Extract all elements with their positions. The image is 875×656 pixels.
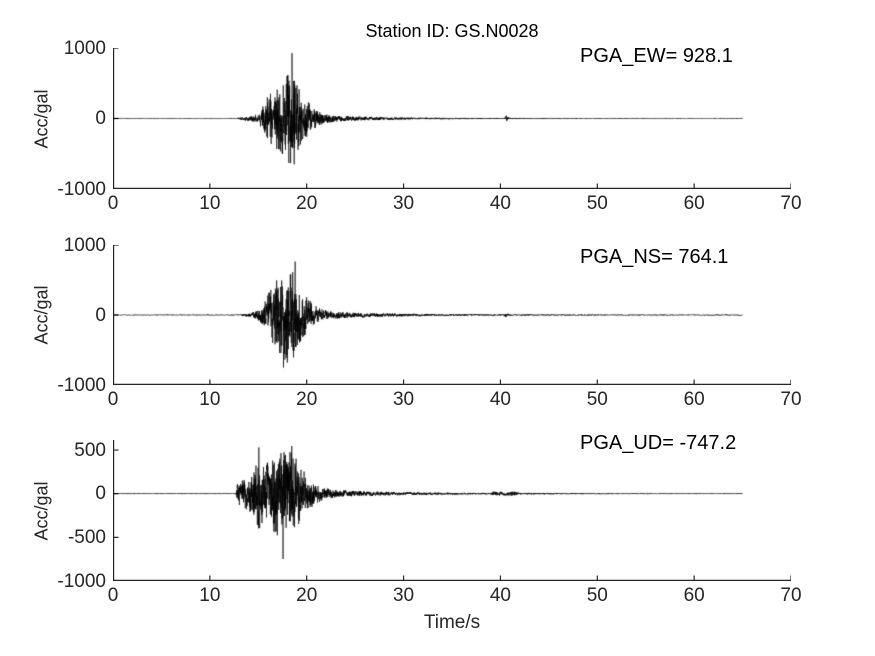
x-tick-label: 70: [780, 389, 802, 410]
y-tick-label: 500: [74, 439, 106, 461]
x-tick-label: 0: [107, 193, 119, 214]
x-tick-label: 40: [489, 389, 511, 410]
y-tick-label: -1000: [57, 570, 106, 592]
x-tick-label: 20: [296, 193, 318, 214]
x-tick-label: 60: [683, 585, 705, 606]
x-tick-label: 40: [489, 193, 511, 214]
figure-title: Station ID: GS.N0028: [365, 21, 539, 41]
y-axis-label-ud: Acc/gal: [31, 480, 52, 541]
y-tick-label: 1000: [63, 234, 106, 256]
y-tick-label: -500: [67, 526, 106, 548]
x-tick-label: 60: [683, 193, 705, 214]
x-tick-label: 0: [107, 389, 119, 410]
y-tick-label: -1000: [57, 178, 106, 200]
y-tick-label: 0: [95, 483, 106, 505]
x-tick-label: 30: [392, 389, 415, 410]
x-tick-label: 70: [780, 585, 802, 606]
x-tick-label: 40: [489, 585, 511, 606]
x-tick-label: 50: [586, 193, 608, 214]
x-tick-label: 60: [683, 389, 705, 410]
x-axis-label: Time/s: [423, 612, 481, 633]
y-tick-label: 1000: [63, 37, 106, 59]
x-tick-label: 0: [107, 585, 119, 606]
x-tick-label: 50: [586, 585, 608, 606]
y-axis-label-ns: Acc/gal: [31, 285, 52, 345]
waveform-ew: [113, 48, 791, 189]
x-tick-label: 30: [392, 193, 415, 214]
y-tick-label: -1000: [57, 374, 106, 396]
waveform-ud: [113, 440, 791, 581]
x-tick-label: 20: [296, 389, 318, 410]
waveform-ns: [113, 245, 791, 385]
y-axis-label-ew: Acc/gal: [31, 88, 52, 149]
x-tick-label: 10: [199, 193, 221, 214]
x-tick-label: 20: [296, 585, 318, 606]
x-tick-label: 10: [199, 585, 221, 606]
x-tick-label: 10: [199, 389, 221, 410]
y-tick-label: 0: [95, 304, 106, 326]
y-tick-label: 0: [95, 108, 106, 129]
x-tick-label: 50: [586, 389, 608, 410]
x-tick-label: 70: [780, 193, 802, 214]
x-tick-label: 30: [392, 585, 415, 606]
